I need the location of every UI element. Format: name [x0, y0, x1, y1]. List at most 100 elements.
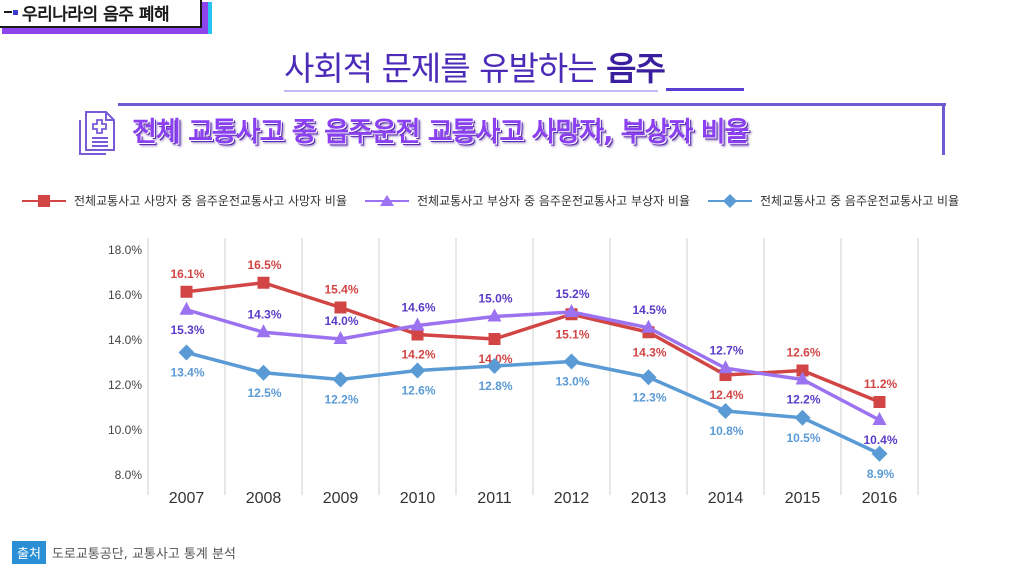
data-point-square: [873, 396, 886, 408]
data-point-diamond: [486, 358, 503, 374]
data-label: 15.3%: [170, 323, 204, 337]
x-tick-label: 2016: [862, 490, 898, 507]
legend-diamond-marker-icon: [708, 193, 752, 208]
data-point-diamond: [255, 364, 272, 381]
legend-label: 전체교통사고 부상자 중 음주운전교통사고 부상자 비율: [417, 194, 690, 208]
data-label: 16.1%: [170, 267, 204, 281]
headline-regular: 사회적 문제를 유발하는: [284, 49, 607, 88]
x-tick-label: 2008: [246, 490, 282, 507]
y-tick-label: 12.0%: [108, 378, 142, 392]
data-label: 12.8%: [478, 379, 512, 393]
medical-document-icon: [79, 111, 115, 155]
y-tick-label: 14.0%: [108, 333, 142, 347]
data-point-triangle: [256, 324, 271, 338]
data-point-triangle: [410, 317, 425, 331]
x-tick-label: 2007: [169, 490, 205, 507]
x-tick-label: 2014: [708, 490, 744, 507]
series-line: [186, 350, 881, 456]
section-tag-label: 우리나라의 음주 폐해: [22, 4, 170, 25]
x-tick-label: 2009: [323, 490, 359, 507]
data-label: 14.5%: [632, 303, 666, 317]
headline-bold: 음주: [606, 49, 666, 88]
subtitle-frame-top: [118, 103, 946, 106]
tag-dash: [4, 11, 12, 13]
source-badge: 출처: [12, 541, 46, 564]
x-tick-label: 2011: [477, 490, 512, 507]
data-point-triangle: [718, 360, 733, 374]
y-tick-label: 18.0%: [108, 243, 142, 257]
data-label: 13.4%: [170, 366, 204, 380]
y-tick-label: 10.0%: [108, 423, 142, 437]
data-point-square: [180, 285, 193, 298]
data-point-triangle: [872, 412, 887, 425]
data-label: 16.5%: [247, 258, 281, 272]
x-tick-label: 2013: [631, 490, 667, 507]
x-tick-label: 2015: [785, 490, 821, 507]
data-label: 12.5%: [247, 386, 281, 400]
data-point-square: [411, 328, 424, 341]
chart-subtitle: 전체 교통사고 중 음주운전 교통사고 사망자, 부상자 비율: [132, 117, 749, 148]
headline-underline-accent: [666, 88, 744, 91]
data-point-square: [488, 333, 501, 345]
data-label: 12.2%: [786, 393, 820, 407]
data-label: 12.2%: [324, 393, 358, 407]
data-label: 14.0%: [324, 314, 358, 328]
data-point-diamond: [640, 369, 657, 386]
section-tag: 우리나라의 음주 폐해: [0, 0, 202, 28]
legend-item-injury: 전체교통사고 부상자 중 음주운전교통사고 부상자 비율: [365, 192, 690, 209]
data-point-triangle: [333, 331, 348, 344]
data-point-diamond: [332, 371, 349, 388]
data-point-diamond: [871, 445, 888, 462]
data-label: 12.6%: [786, 346, 820, 360]
data-label: 12.7%: [709, 343, 743, 357]
series-line: [186, 308, 881, 422]
data-label: 12.4%: [709, 388, 743, 402]
data-label: 15.1%: [555, 327, 589, 341]
data-point-triangle: [487, 308, 502, 322]
data-point-diamond: [178, 344, 195, 361]
x-tick-label: 2010: [400, 490, 436, 507]
legend-item-fatality: 전체교통사고 사망자 중 음주운전교통사고 사망자 비율: [22, 192, 347, 209]
legend-label: 전체교통사고 중 음주운전교통사고 비율: [760, 194, 960, 208]
data-point-square: [796, 364, 809, 377]
legend-label: 전체교통사고 사망자 중 음주운전교통사고 사망자 비율: [74, 194, 347, 208]
data-point-diamond: [409, 362, 426, 379]
legend-triangle-marker-icon: [365, 194, 409, 206]
data-label: 10.4%: [863, 433, 897, 447]
data-point-square: [257, 276, 270, 289]
headline-underline: [284, 90, 658, 92]
y-tick-label: 8.0%: [115, 468, 143, 482]
data-point-triangle: [641, 319, 656, 333]
data-label: 12.6%: [401, 384, 435, 398]
data-label: 14.0%: [478, 352, 512, 366]
data-label: 8.9%: [867, 467, 895, 481]
data-label: 13.0%: [555, 375, 589, 389]
data-point-square: [334, 301, 347, 314]
legend-square-marker-icon: [22, 194, 66, 207]
data-label: 14.3%: [247, 307, 281, 321]
source-footer: 출처 도로교통공단, 교통사고 통계 분석: [12, 541, 236, 564]
y-tick-label: 16.0%: [108, 288, 142, 302]
data-label: 10.8%: [709, 424, 743, 438]
data-label: 12.3%: [632, 390, 666, 404]
data-label: 15.4%: [324, 283, 358, 297]
x-tick-label: 2012: [554, 490, 590, 507]
data-label: 15.0%: [478, 292, 512, 306]
tag-bullet-icon: [13, 9, 18, 15]
line-chart: 18.0% 16.0% 14.0% 12.0% 10.0% 8.0% 2007 2008 200…: [108, 238, 919, 507]
data-point-triangle: [564, 304, 579, 317]
data-point-triangle: [795, 371, 810, 385]
chart-legend: 전체교통사고 사망자 중 음주운전교통사고 사망자 비율 전체교통사고 부상자 …: [22, 192, 977, 209]
legend-item-accident: 전체교통사고 중 음주운전교통사고 비율: [708, 192, 959, 209]
page-headline: 사회적 문제를 유발하는 음주: [284, 42, 666, 90]
data-label: 14.3%: [632, 345, 666, 359]
source-text: 도로교통공단, 교통사고 통계 분석: [51, 547, 236, 562]
data-label: 14.2%: [401, 348, 435, 362]
data-point-diamond: [717, 403, 734, 419]
data-point-diamond: [794, 409, 811, 426]
data-label: 14.6%: [401, 301, 435, 315]
data-point-triangle: [179, 301, 194, 315]
data-label: 15.2%: [555, 287, 589, 301]
data-point-diamond: [563, 353, 580, 370]
data-label: 10.5%: [786, 431, 820, 445]
